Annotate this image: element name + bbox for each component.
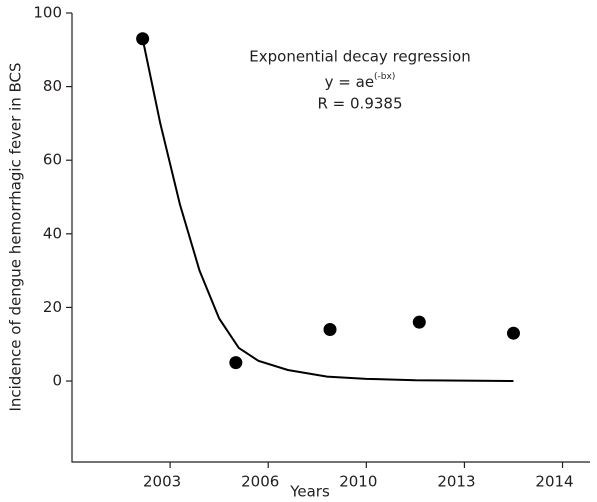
axes [71,13,590,463]
data-point [323,323,337,337]
x-tick-label: 2006 [241,473,279,491]
y-axis-label: Incidence of dengue hemorrhagic fever in… [7,62,25,411]
annotation-r: R = 0.9385 [317,95,402,113]
equation: y = ae(-bx) [325,72,396,91]
fit-curve [141,38,514,383]
y-tick-label: 20 [43,298,62,316]
y-tick-label: 80 [43,77,62,95]
x-tick-label: 2010 [339,473,377,491]
data-point [229,356,243,370]
x-tick-label: 2003 [143,473,181,491]
y-tick-label: 0 [52,372,62,390]
data-point [412,315,426,329]
data-point [506,326,520,340]
y-tick-label: 100 [33,4,62,22]
equation-base: y = ae [325,73,374,91]
equation-exponent: (-bx) [374,72,395,82]
x-tick-label: 2013 [437,473,475,491]
x-tick-label: 2014 [535,473,573,491]
x-axis-label: Years [289,483,330,501]
annotation-title: Exponential decay regression [249,48,470,66]
y-tick-label: 60 [43,151,62,169]
y-tick-label: 40 [43,224,62,242]
